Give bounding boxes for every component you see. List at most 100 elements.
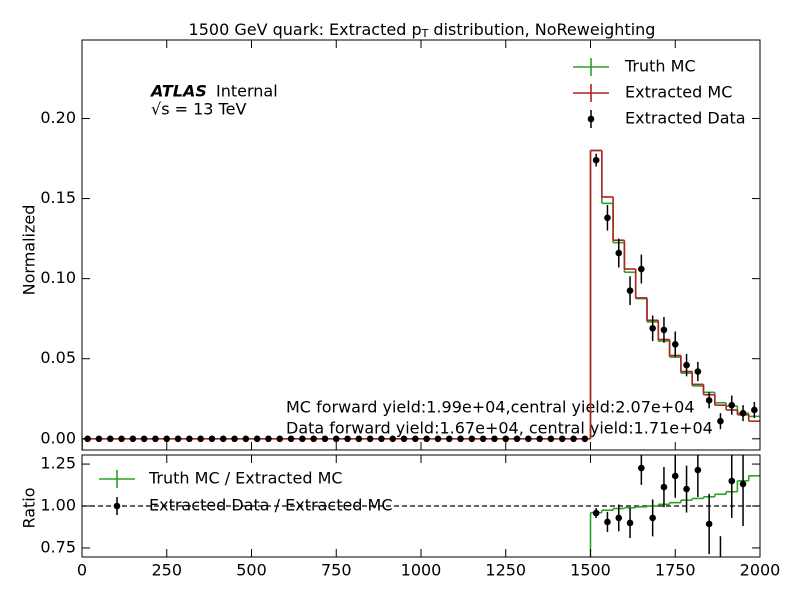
title-part: 1500 GeV quark: Extracted p	[189, 20, 422, 39]
data-point	[604, 518, 611, 526]
data-point	[129, 435, 137, 443]
plot-area	[82, 455, 760, 573]
y-tick-label: 1.00	[40, 496, 76, 515]
data-point	[287, 435, 295, 443]
data-point	[626, 287, 634, 294]
data-point	[479, 435, 487, 443]
atlas-status: Internal	[216, 82, 278, 101]
legend-label: Extracted MC	[625, 83, 732, 102]
x-tick-label: 1750	[655, 561, 696, 580]
y-tick-label: 0.10	[40, 268, 76, 287]
data-point	[208, 435, 216, 443]
data-point	[728, 401, 736, 409]
x-tick-label: 500	[236, 561, 267, 580]
data-point	[197, 435, 204, 443]
data-point	[694, 466, 702, 474]
y-axis-label: Normalized	[20, 205, 39, 296]
legend-label: Truth MC	[624, 57, 696, 76]
y-tick-label: 0.15	[40, 188, 76, 207]
data-point	[558, 435, 566, 443]
y-axis-label: Ratio	[20, 487, 39, 528]
data-point	[638, 265, 645, 273]
data-point	[570, 435, 577, 443]
atlas-label: ATLAS	[149, 82, 207, 101]
data-point	[739, 409, 747, 417]
data-point	[355, 435, 363, 443]
data-point	[717, 566, 724, 573]
data-point	[310, 435, 317, 443]
data-point	[299, 435, 306, 443]
data-point	[95, 435, 103, 443]
data-point	[728, 477, 736, 485]
data-point	[547, 435, 555, 443]
y-tick-label: 0.75	[40, 537, 76, 556]
data-point	[219, 435, 227, 443]
legend-swatch	[587, 115, 595, 123]
data-point	[163, 435, 171, 443]
data-point	[445, 435, 453, 443]
data-point	[525, 435, 532, 443]
data-point	[491, 435, 498, 443]
data-point	[671, 340, 679, 348]
data-point	[468, 435, 476, 443]
data-point	[186, 435, 193, 443]
data-point	[366, 435, 374, 443]
chart-title: 1500 GeV quark: Extracted pT distributio…	[189, 20, 656, 41]
data-point	[321, 435, 329, 443]
data-point	[592, 156, 600, 164]
data-point	[638, 464, 645, 472]
data-point	[626, 519, 634, 527]
data-point	[118, 435, 125, 443]
data-point	[671, 472, 679, 480]
data-point	[751, 406, 758, 414]
plot-area	[82, 149, 760, 450]
data-point	[434, 435, 442, 443]
data-point	[739, 480, 747, 488]
data-point	[378, 435, 385, 443]
data-point	[513, 435, 521, 443]
data-point	[106, 435, 114, 443]
data-point	[174, 435, 182, 443]
legend-label: Extracted Data / Extracted MC	[149, 496, 393, 515]
data-point	[660, 483, 668, 491]
title-subscript: T	[421, 27, 429, 40]
x-tick-label: 1250	[485, 561, 526, 580]
data-point	[717, 417, 724, 425]
energy-label: √s = 13 TeV	[151, 100, 246, 119]
data-point	[389, 435, 397, 443]
data-point	[592, 509, 600, 517]
data-point	[502, 435, 510, 443]
data-point	[536, 435, 543, 443]
data-point	[412, 435, 419, 443]
x-tick-label: 0	[77, 561, 87, 580]
x-tick-label: 2000	[740, 561, 781, 580]
title-part: distribution, NoReweighting	[428, 20, 655, 39]
y-tick-label: 1.25	[40, 454, 76, 473]
data-point	[400, 435, 408, 443]
data-point	[649, 514, 656, 522]
data-point	[615, 514, 623, 522]
data-point	[705, 397, 713, 404]
annotation: MC forward yield:1.99e+04,central yield:…	[286, 398, 695, 417]
y-tick-label: 0.00	[40, 428, 76, 447]
data-point	[705, 520, 713, 528]
data-point	[581, 435, 589, 443]
data-point	[344, 435, 351, 443]
data-point	[683, 361, 690, 369]
y-tick-label: 0.05	[40, 348, 76, 367]
annotation: Data forward yield:1.67e+04, central yie…	[286, 419, 713, 438]
legend-label: Extracted Data	[625, 109, 746, 128]
data-point	[242, 435, 250, 443]
data-point	[231, 435, 238, 443]
data-point	[615, 249, 623, 257]
data-point	[265, 435, 272, 443]
y-tick-label: 0.20	[40, 108, 76, 127]
data-point	[332, 435, 340, 443]
data-point	[660, 326, 668, 334]
data-point	[683, 485, 690, 493]
data-point	[649, 324, 656, 332]
x-tick-label: 250	[151, 561, 182, 580]
x-tick-label: 1500	[570, 561, 611, 580]
data-point	[140, 435, 148, 443]
